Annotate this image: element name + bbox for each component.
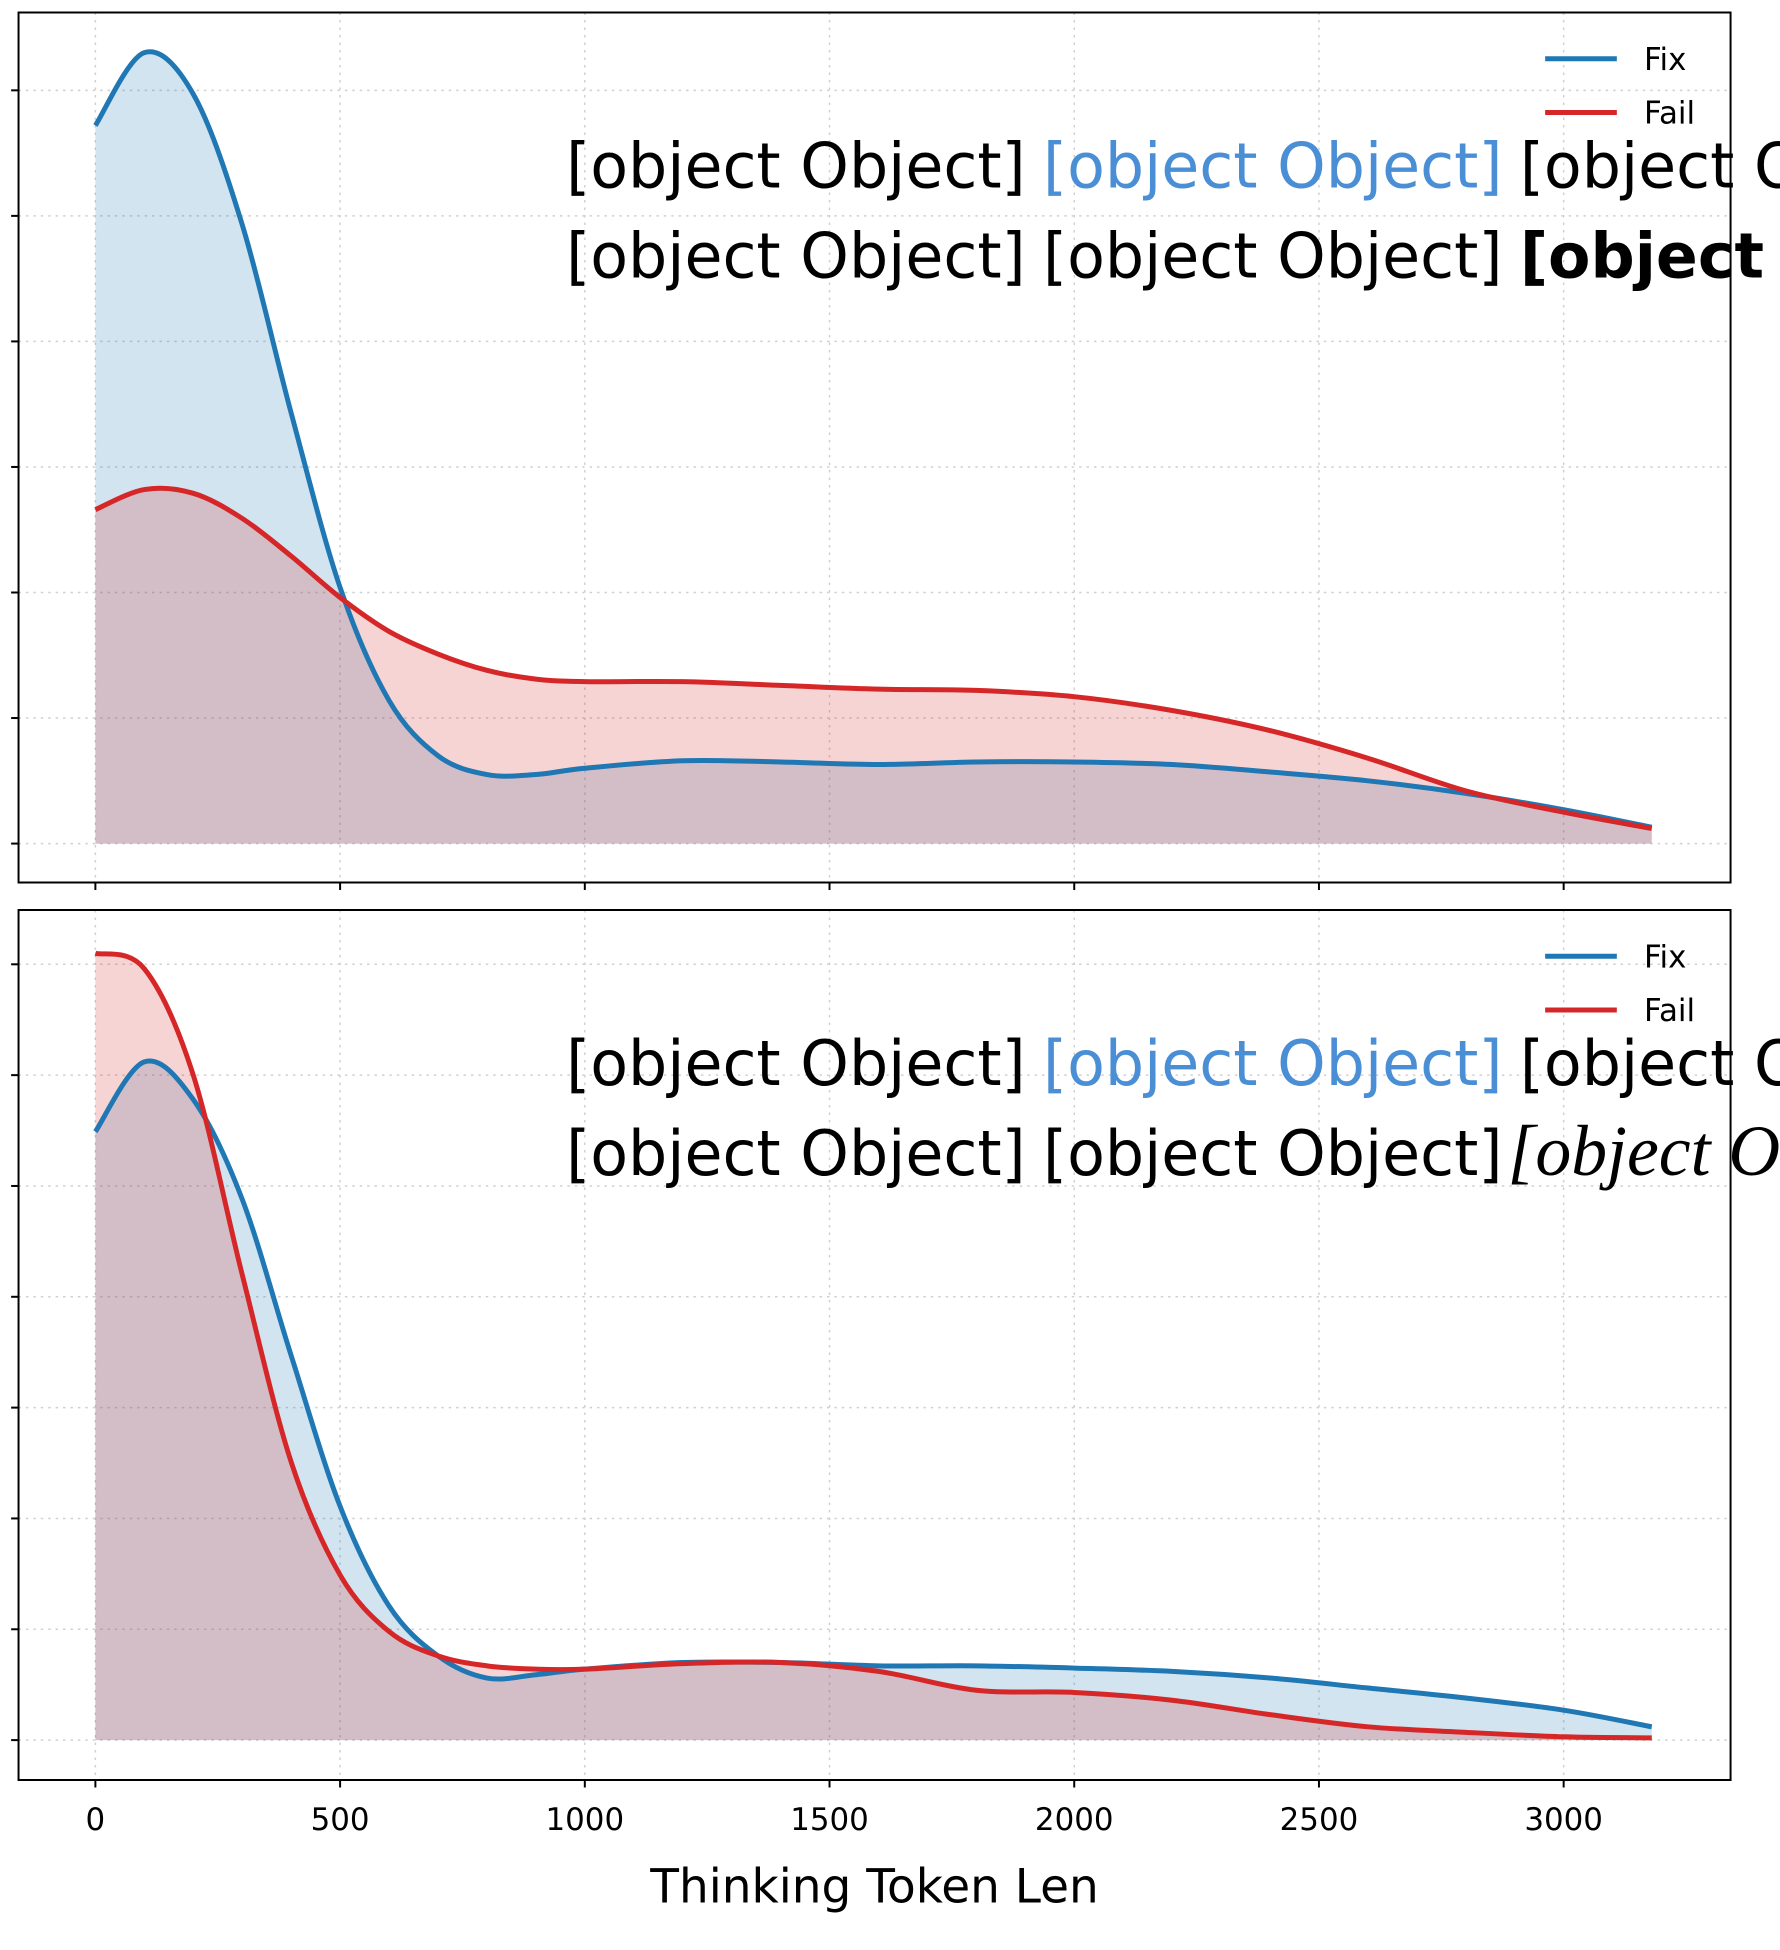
kde-line [93,49,1653,830]
title-part: [object Object] [1043,1027,1503,1100]
title-part: [object Object] [566,1027,1026,1100]
x-axis-label: Thinking Token Len [649,1859,1098,1914]
title-part: [object Object] [1520,129,1780,202]
x-tick-label: 1000 [545,1802,624,1838]
area-fill [95,488,1652,844]
x-tick-label: 0 [86,1802,106,1838]
title-part: [object Object] [566,1117,1026,1190]
legend-label: Fail [1644,96,1695,132]
title-part: [object Object] [566,129,1026,202]
title-part: [object Object] [566,219,1026,292]
kde-line [94,485,1653,831]
x-tick-label: 2000 [1035,1802,1114,1838]
area-fill [95,953,1652,1741]
area-fill [95,51,1652,844]
title-part: [object Object] [1507,1111,1780,1191]
subplot: 0 500 1000 1500 2000 2500 3000 Thinking Token L… [11,909,1780,1915]
legend-label: Fail [1644,993,1695,1029]
title-part: [object Object] [1520,1027,1780,1100]
chart-title: [object Object][object Object][object Ob… [566,129,1780,202]
chart-title: [object Object][object Object][object Ob… [566,1027,1780,1100]
axes-frame [17,11,1732,884]
axes-frame [17,909,1732,1781]
chart-title: [object Object][object Object][object Ob… [566,1111,1780,1200]
kde-line [94,950,1652,1741]
title-part: [object Object] [1043,219,1503,292]
legend-label: Fix [1644,939,1686,975]
title-part: [object Object] [1520,219,1780,292]
x-tick-label: 3000 [1524,1802,1603,1838]
chart-title: [object Object][object Object][object Ob… [566,219,1780,292]
x-tick-label: 1500 [790,1802,869,1838]
area-fill [95,1060,1652,1741]
title-part: [object Object] [1043,129,1503,202]
legend-label: Fix [1644,42,1686,78]
x-tick-label: 2500 [1280,1802,1359,1838]
title-part: [object Object] [1043,1117,1503,1190]
x-tick-label: 500 [311,1802,370,1838]
